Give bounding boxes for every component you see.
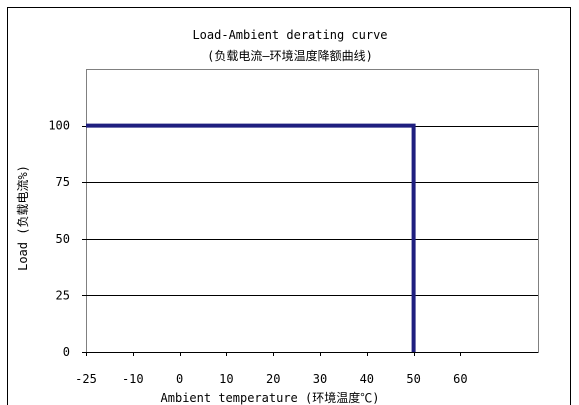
- y-tick-label-0: 0: [63, 345, 70, 359]
- chart-subtitle: (负载电流—环境温度降额曲线): [207, 48, 373, 63]
- y-tick-label-25: 25: [56, 288, 70, 302]
- x-axis-ticks: -25 -10 0 10 20 30 40 50 60: [75, 352, 468, 386]
- x-tick-label-8: 60: [453, 372, 467, 386]
- chart-frame: [7, 7, 571, 405]
- chart-title: Load-Ambient derating curve: [192, 28, 387, 42]
- x-tick-label-2: 0: [176, 372, 183, 386]
- y-axis-ticks: 0 25 50 75 100: [48, 119, 86, 359]
- series-lines: [86, 123, 416, 352]
- x-tick-label-0: -25: [75, 372, 97, 386]
- y-tick-label-100: 100: [48, 119, 70, 133]
- x-tick-label-5: 30: [313, 372, 327, 386]
- y-tick-label-75: 75: [56, 175, 70, 189]
- x-tick-label-7: 50: [406, 372, 420, 386]
- series-line-0: [86, 123, 416, 352]
- x-tick-label-4: 20: [266, 372, 280, 386]
- x-tick-label-6: 40: [360, 372, 374, 386]
- x-tick-label-1: -10: [122, 372, 144, 386]
- y-axis-label: Load (负载电流%): [16, 165, 30, 271]
- y-tick-label-50: 50: [56, 232, 70, 246]
- x-tick-label-3: 10: [219, 372, 233, 386]
- x-axis-label: Ambient temperature (环境温度℃): [161, 390, 380, 405]
